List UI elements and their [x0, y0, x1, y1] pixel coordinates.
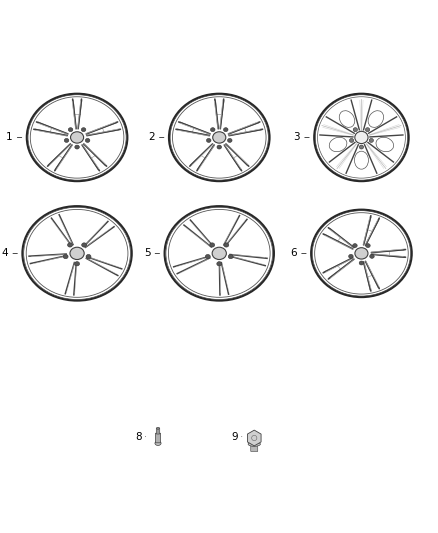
Ellipse shape — [366, 244, 370, 247]
Ellipse shape — [223, 128, 228, 132]
Ellipse shape — [355, 131, 368, 143]
Polygon shape — [247, 430, 261, 446]
Ellipse shape — [353, 244, 357, 247]
Ellipse shape — [217, 262, 222, 266]
Ellipse shape — [224, 243, 229, 247]
Ellipse shape — [85, 139, 90, 142]
FancyBboxPatch shape — [155, 433, 161, 443]
Text: 8: 8 — [135, 432, 141, 442]
Text: 1: 1 — [6, 132, 13, 142]
Ellipse shape — [70, 247, 84, 260]
Text: 9: 9 — [231, 432, 238, 442]
Ellipse shape — [349, 254, 353, 259]
Text: 6: 6 — [290, 248, 297, 259]
Ellipse shape — [71, 132, 84, 143]
Ellipse shape — [81, 128, 86, 132]
Ellipse shape — [355, 248, 368, 259]
Ellipse shape — [63, 254, 68, 259]
Text: 3: 3 — [293, 132, 300, 142]
Ellipse shape — [248, 442, 260, 446]
Ellipse shape — [365, 128, 370, 132]
Ellipse shape — [205, 254, 210, 259]
Ellipse shape — [67, 243, 72, 247]
Ellipse shape — [228, 254, 233, 259]
Ellipse shape — [213, 132, 226, 143]
Ellipse shape — [64, 139, 69, 142]
Ellipse shape — [217, 145, 222, 149]
Ellipse shape — [86, 254, 91, 259]
Ellipse shape — [359, 145, 364, 149]
Text: 5: 5 — [144, 248, 151, 259]
Ellipse shape — [81, 243, 87, 247]
Ellipse shape — [369, 139, 374, 142]
FancyBboxPatch shape — [156, 428, 160, 434]
Ellipse shape — [74, 262, 80, 266]
Text: 4: 4 — [2, 248, 8, 259]
Ellipse shape — [212, 247, 226, 260]
Ellipse shape — [156, 427, 159, 429]
Ellipse shape — [359, 261, 364, 265]
Ellipse shape — [155, 441, 161, 446]
FancyBboxPatch shape — [251, 443, 258, 451]
Ellipse shape — [68, 128, 73, 132]
Ellipse shape — [210, 243, 215, 247]
Ellipse shape — [211, 128, 215, 132]
Ellipse shape — [227, 139, 232, 142]
Ellipse shape — [370, 254, 374, 259]
Ellipse shape — [206, 139, 211, 142]
Ellipse shape — [353, 128, 357, 132]
Text: 2: 2 — [148, 132, 155, 142]
Ellipse shape — [75, 145, 79, 149]
Ellipse shape — [350, 139, 353, 142]
